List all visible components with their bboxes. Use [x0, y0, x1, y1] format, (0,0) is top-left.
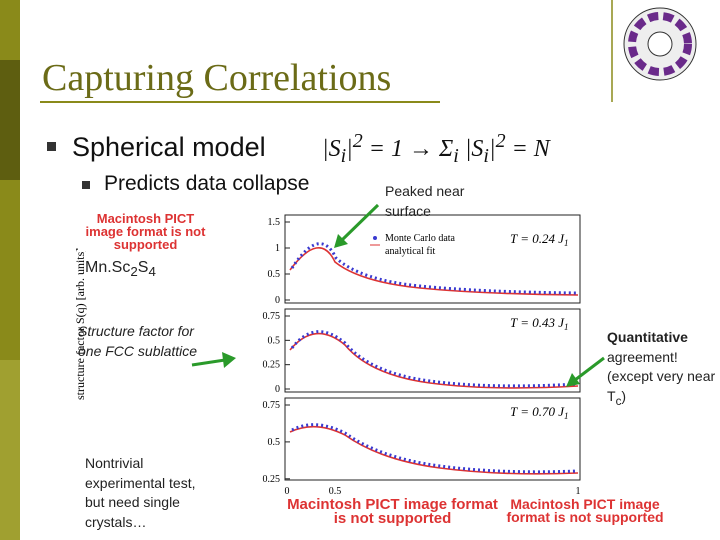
formula-part: |S [322, 136, 341, 162]
temperature-label: T = 0.70 J1 [510, 404, 569, 421]
legend-label: Monte Carlo data [385, 233, 456, 244]
nontrivial-note: Nontrivial experimental test, but need s… [85, 455, 196, 530]
temperature-label: T = 0.43 J1 [510, 315, 569, 332]
formula-part: 2 [495, 130, 506, 152]
y-tick-label: 0.5 [268, 437, 281, 448]
y-tick-label: 0 [275, 384, 280, 395]
y-tick-label: 0 [275, 295, 280, 306]
sidebar-band [0, 60, 20, 180]
formula-part: i [453, 144, 459, 167]
y-tick-label: 1 [275, 243, 280, 254]
y-tick-label: 1.5 [268, 217, 281, 228]
temperature-part: T = 0.43 J [510, 315, 565, 330]
material-part: 2 [130, 264, 138, 280]
formula-part: | [488, 136, 496, 162]
x-tick-label: 0 [285, 486, 290, 497]
material-part: 4 [148, 264, 156, 280]
sidebar-band [0, 360, 20, 540]
y-tick-label: 0.25 [263, 360, 281, 371]
y-axis-label: structure factor S(q) [arb. units] [73, 248, 87, 400]
structure-note: Structure factor for one FCC sublattice [78, 323, 198, 359]
temperature-part: T = 0.24 J [510, 231, 565, 246]
formula-part: | [346, 136, 353, 162]
formula-part: i [340, 144, 347, 167]
note-part: c [615, 394, 622, 408]
x-tick-label: 1 [576, 486, 581, 497]
image-placeholder: Macintosh PICT image format is not suppo… [505, 496, 665, 525]
bullet-icon [82, 181, 90, 189]
material-part: S [137, 259, 149, 276]
formula-part: |S [458, 136, 484, 162]
image-placeholder: Macintosh PICT image format is not suppo… [285, 497, 500, 526]
y-tick-label: 0.75 [263, 311, 281, 322]
image-placeholder: Macintosh PICT image format is not suppo… [78, 212, 213, 251]
x-tick-label: 0.5 [329, 486, 342, 497]
temperature-part: T = 0.70 J [510, 404, 565, 419]
note-part: agreement! (except very near T [607, 348, 716, 404]
temperature-part: 1 [564, 238, 569, 248]
formula-part: = 1 → Σ [362, 136, 454, 162]
formula-part: i [483, 144, 489, 167]
formula: |Si|2 = 1 → Σi |Si|2 = N [322, 130, 550, 168]
y-tick-label: 0.5 [268, 269, 281, 280]
material-part: Mn.Sc [85, 259, 131, 276]
logo-ring [628, 12, 692, 76]
bullet-icon [47, 142, 56, 151]
y-tick-label: 0.25 [263, 474, 281, 485]
legend-dot [373, 236, 377, 240]
fit-curves [289, 246, 579, 475]
arrows [191, 203, 605, 387]
data-points [290, 242, 579, 474]
material: Mn.Sc2S4 [85, 258, 156, 282]
bullet: Spherical model [72, 132, 266, 162]
y-tick-label: 0.5 [268, 335, 281, 346]
quantitative-note: Quantitative agreement! (except very near… [607, 328, 717, 411]
peaked-note: Peaked near surface [385, 183, 465, 219]
temperature-label: T = 0.24 J1 [510, 231, 569, 248]
plot-frame [284, 214, 581, 481]
note-part: ) [621, 387, 627, 404]
legend-label: analytical fit [385, 246, 435, 257]
note-heading: Quantitative [607, 329, 688, 345]
y-tick-label: 0.75 [263, 400, 281, 411]
formula-part: 2 [352, 130, 363, 152]
logo-hole [647, 31, 673, 57]
formula-part: = N [505, 136, 550, 162]
slide-title: Capturing Correlations [42, 57, 392, 99]
temperature-part: 1 [564, 411, 569, 421]
temperature-part: 1 [564, 322, 569, 332]
sub-bullet: Predicts data collapse [104, 172, 310, 195]
